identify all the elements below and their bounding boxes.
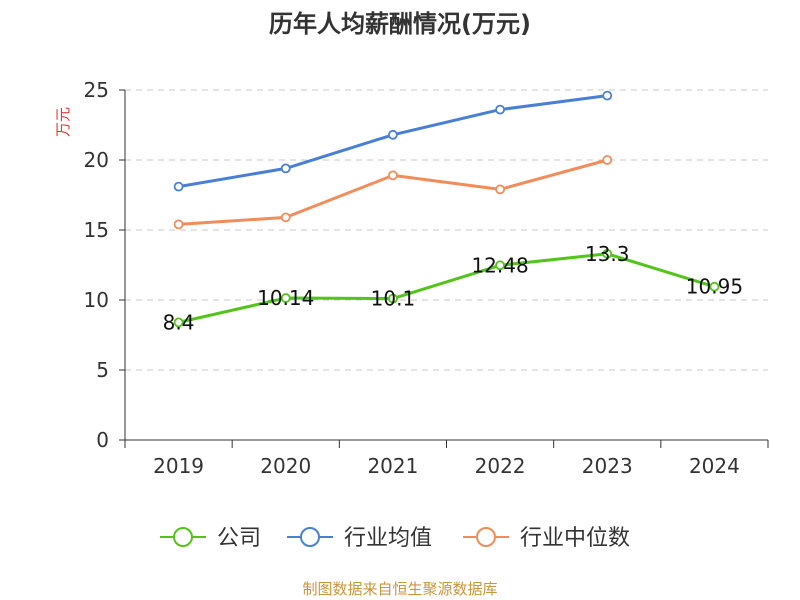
data-label: 10.14 [257, 286, 314, 310]
data-point [602, 90, 613, 101]
data-point [495, 260, 505, 271]
data-label: 10.1 [371, 287, 416, 311]
y-tick-label: 10 [84, 288, 109, 312]
data-point [173, 317, 184, 328]
data-point [280, 293, 291, 303]
legend-label: 行业均值 [344, 526, 432, 551]
series-line-industry-median [178, 158, 608, 226]
legend-label: 行业中位数 [520, 526, 630, 551]
data-point [709, 281, 720, 292]
legend-marker [173, 527, 193, 547]
data-point [280, 163, 291, 174]
data-labels: 8.4 10.14 10.1 12.48 13.3 10.95 [163, 242, 743, 335]
x-tick-label: 2021 [367, 454, 418, 478]
y-tick-label: 20 [84, 148, 109, 172]
x-tick-label: 2024 [689, 454, 740, 478]
y-tick-label: 15 [84, 218, 109, 242]
data-point [173, 219, 184, 230]
y-tick-label: 5 [96, 358, 109, 382]
series-lines [173, 90, 720, 328]
y-axis-label: 万元 [54, 107, 72, 137]
legend-item[interactable]: 行业中位数 [463, 526, 630, 551]
data-label: 12.48 [471, 253, 528, 277]
series-line-company [178, 252, 715, 324]
y-tick-label: 25 [84, 78, 109, 102]
data-point [388, 170, 398, 181]
data-point [495, 104, 505, 115]
x-tick-label: 2023 [582, 454, 633, 478]
x-tick-label: 2022 [475, 454, 526, 478]
legend-item[interactable]: 行业均值 [287, 526, 432, 551]
legend[interactable]: 公司 行业均值 行业中位数 [160, 526, 630, 551]
grid-lines [125, 89, 768, 371]
chart-title: 历年人均薪酬情况(万元) [269, 10, 531, 38]
data-point [602, 155, 613, 165]
data-label: 10.95 [686, 275, 743, 299]
data-point [280, 212, 291, 223]
legend-label: 公司 [217, 526, 261, 551]
data-point [495, 184, 505, 195]
x-tick-label: 2020 [260, 454, 311, 478]
data-label: 8.4 [163, 310, 195, 334]
legend-marker [300, 527, 320, 547]
data-point [173, 181, 184, 192]
legend-item[interactable]: 公司 [160, 526, 261, 551]
data-label: 13.3 [585, 242, 630, 266]
source-note: 制图数据来自恒生聚源数据库 [302, 580, 498, 598]
y-tick-label: 0 [96, 428, 109, 452]
data-point [388, 293, 398, 304]
data-point [602, 248, 613, 259]
axes: 0 5 10 15 20 25 2019 2020 2021 2022 2023 2024 万元 [54, 78, 769, 478]
legend-marker [476, 527, 496, 547]
data-point [388, 129, 398, 140]
x-tick-label: 2019 [153, 454, 204, 478]
